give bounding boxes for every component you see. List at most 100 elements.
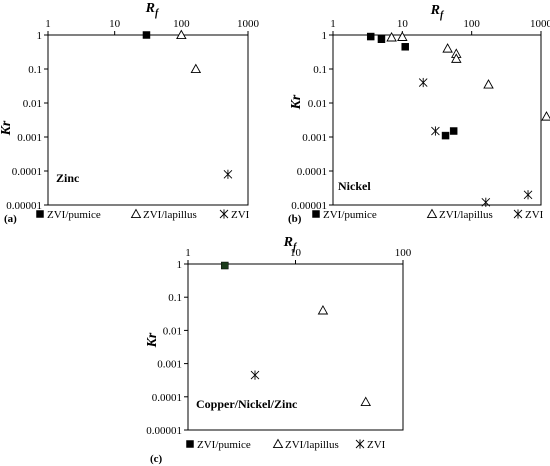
data-point-star [250, 370, 260, 380]
y-tick-label: 0.001 [157, 359, 182, 371]
legend-label: ZVI/lapillus [439, 209, 493, 221]
legend-marker-filled-square [312, 210, 320, 218]
data-point-open-triangle [360, 396, 371, 406]
x-tick-label: 10 [109, 18, 121, 30]
data-point-star [523, 190, 533, 200]
y-tick-label: 1 [177, 259, 183, 271]
legend-entry: ZVI/lapillus [130, 208, 197, 221]
x-tick-label: 1000 [237, 18, 260, 30]
legend-entry: ZVI/lapillus [426, 208, 493, 221]
data-point-filled-square [377, 35, 386, 43]
x-tick-label: 1 [45, 18, 51, 30]
legend-label: ZVI/pumice [197, 439, 251, 451]
legend-label: ZVI/pumice [323, 209, 377, 221]
legend-label: ZVI/lapillus [143, 209, 197, 221]
x-tick-label: 100 [395, 247, 412, 259]
legend-entry: ZVI [513, 209, 544, 221]
x-axis-label-subscript: f [293, 242, 298, 253]
y-tick-label: 0.0001 [12, 166, 42, 178]
data-point-star [223, 169, 233, 179]
data-point-filled-square [401, 43, 409, 51]
data-point-open-triangle [451, 53, 462, 63]
y-tick-label: 0.1 [168, 292, 182, 304]
x-tick-label: 10 [290, 247, 302, 259]
y-tick-label: 0.1 [28, 64, 42, 76]
legend-marker-star [513, 209, 523, 219]
y-axis-label: Kr [145, 332, 160, 348]
y-tick-label: 0.0001 [297, 166, 327, 178]
legend-marker-open-triangle [130, 208, 142, 219]
legend-entry: ZVI/lapillus [272, 438, 339, 451]
panel-label: (c) [150, 453, 163, 465]
legend-marker-filled-square [36, 210, 44, 218]
y-tick-label: 0.01 [23, 98, 42, 110]
data-point-open-triangle [386, 31, 397, 42]
legend-label: ZVI/lapillus [285, 439, 339, 451]
data-point-filled-square [449, 127, 458, 135]
x-axis-label-main: R [145, 1, 155, 16]
legend-entry: ZVI [219, 209, 250, 221]
legend-label: ZVI [367, 439, 386, 451]
y-tick-label: 0.001 [302, 132, 327, 144]
x-axis-label: Rf [145, 1, 160, 19]
legend-marker-star [355, 439, 365, 449]
y-tick-label: 0.0001 [152, 392, 182, 404]
plot-frame [332, 34, 542, 206]
x-axis-label-subscript: f [155, 8, 160, 19]
legend-marker-filled-square [186, 440, 194, 448]
data-point-star [431, 126, 440, 136]
y-tick-label: 0.00001 [291, 200, 327, 212]
panel-label: (b) [288, 213, 302, 225]
x-tick-label: 100 [173, 18, 190, 30]
x-tick-label: 1 [185, 247, 191, 259]
data-point-filled-square [221, 261, 229, 270]
y-tick-label: 0.00001 [6, 200, 42, 212]
panel-label: (a) [4, 213, 17, 225]
chart-panel-2: 1 10 100 1000 1 0.1 0.01 0.001 0.0001 0.00001 Rf Kr… [288, 3, 550, 225]
x-axis-label-main: R [430, 3, 440, 18]
x-axis-label-subscript: f [440, 10, 445, 21]
metal-label: Nickel [338, 179, 371, 193]
y-tick-label: 1 [37, 30, 43, 42]
data-point-filled-square [366, 32, 375, 41]
x-tick-label: 1000 [530, 18, 550, 30]
legend-label: ZVI [525, 209, 544, 221]
y-axis-label: Kr [289, 94, 304, 110]
data-point-open-triangle [317, 304, 329, 315]
x-axis-label-main: R [283, 235, 293, 250]
y-tick-label: 0.1 [313, 64, 327, 76]
legend-marker-open-triangle [426, 208, 438, 219]
y-tick-label: 0.00001 [146, 425, 182, 437]
x-tick-label: 100 [463, 18, 480, 30]
chart-panel-3: 1 10 100 1 0.1 0.01 0.001 0.0001 0.00001 Rf Kr Copp… [145, 235, 412, 465]
legend-entry: ZVI/pumice [312, 209, 377, 221]
x-tick-label: 10 [397, 18, 409, 30]
legend-label: ZVI [231, 209, 250, 221]
metal-label: Zinc [56, 171, 80, 185]
y-axis-label: Kr [0, 120, 14, 136]
data-point-open-triangle [483, 79, 494, 89]
legend-entry: ZVI [355, 439, 386, 451]
y-tick-label: 1 [322, 30, 328, 42]
x-tick-label: 1 [330, 18, 336, 30]
data-point-open-triangle [541, 111, 550, 121]
data-point-open-triangle [442, 43, 453, 53]
x-axis-label: Rf [283, 235, 298, 253]
y-tick-label: 0.01 [163, 325, 182, 337]
chart-panel-1: 1 10 100 1000 1 0.1 0.01 0.001 0.0001 0.00001 Rf Kr… [0, 1, 260, 225]
data-point-star [481, 197, 491, 207]
data-point-open-triangle [176, 29, 187, 40]
x-axis-label: Rf [430, 3, 445, 21]
data-point-filled-square [142, 31, 151, 39]
data-point-open-triangle [190, 63, 202, 74]
legend-marker-star [219, 209, 229, 219]
metal-label: Copper/Nickel/Zinc [196, 397, 298, 411]
legend-marker-open-triangle [272, 438, 284, 449]
legend-label: ZVI/pumice [47, 209, 101, 221]
data-point-star [418, 77, 428, 88]
data-point-open-triangle [397, 31, 408, 41]
legend-entry: ZVI/pumice [186, 439, 251, 451]
y-tick-label: 0.01 [308, 98, 327, 110]
data-point-filled-square [441, 131, 450, 140]
